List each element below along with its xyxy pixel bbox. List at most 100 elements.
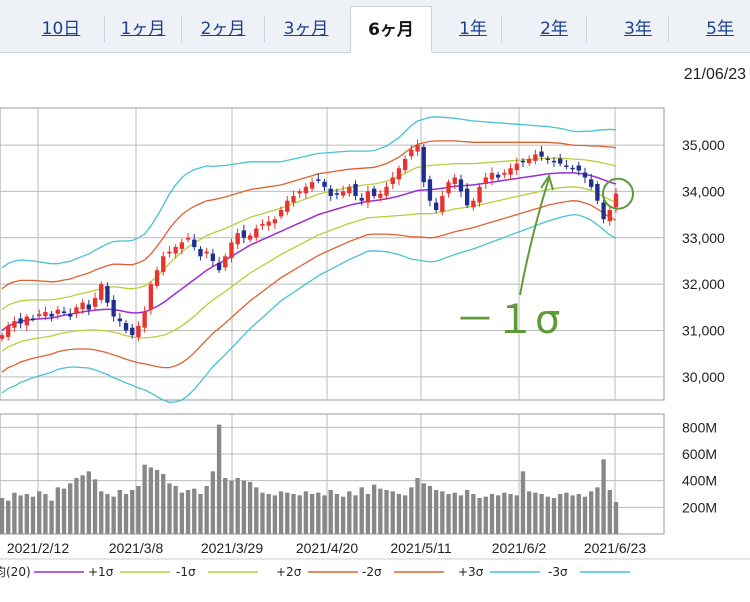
band-minus-1-sigma [1, 186, 617, 352]
volume-bar [216, 424, 222, 534]
volume-bar [142, 464, 147, 534]
volume-bar [508, 494, 513, 534]
candle-body [154, 270, 160, 286]
volume-bar [235, 478, 240, 534]
volume-bar [446, 494, 451, 534]
candle-body [297, 191, 302, 194]
volume-tick-label: 600M [682, 446, 717, 462]
volume-bar [185, 490, 191, 534]
volume-bar [260, 492, 265, 534]
candle-body [471, 200, 476, 208]
candle-body [489, 172, 495, 180]
candle-body [68, 313, 73, 317]
volume-bar [483, 496, 488, 534]
volume-bar [278, 491, 284, 534]
candle-body [241, 230, 247, 238]
candle-body [539, 151, 544, 157]
candle-body [61, 311, 67, 313]
volume-bar [167, 483, 172, 534]
volume-bar [6, 500, 11, 534]
volume-bar [378, 488, 383, 534]
volume-bar [402, 495, 408, 534]
tab-8[interactable]: 5年 [706, 19, 734, 39]
candle-body [210, 253, 216, 261]
tab-0[interactable]: 10日 [41, 19, 81, 39]
volume-bar [613, 502, 619, 534]
candle-body [378, 193, 383, 198]
candle-body [502, 172, 507, 175]
candle-body [384, 186, 389, 196]
volume-bar [464, 490, 470, 534]
volume-tick-label: 200M [682, 499, 717, 515]
candle-body [371, 188, 377, 197]
candle-body [49, 313, 54, 317]
candle-body [179, 242, 185, 249]
tab-separator [104, 16, 105, 42]
candle-body [111, 299, 116, 317]
candle-body [415, 145, 420, 152]
date-tick-label: 2021/6/2 [492, 540, 547, 556]
volume-bar [86, 471, 91, 534]
candle-body [458, 179, 464, 192]
volume-bar [130, 490, 135, 534]
volume-bars [0, 424, 619, 534]
tab-separator [264, 16, 265, 42]
candle-body [148, 284, 154, 310]
date-tick-label: 2021/6/23 [584, 540, 646, 556]
volume-bar [477, 498, 482, 534]
candle-body [316, 179, 321, 181]
tab-3[interactable]: 3ヶ月 [283, 19, 329, 39]
tab-4[interactable]: 6ヶ月 [350, 6, 432, 53]
arrowhead-icon [540, 173, 554, 191]
tab-1[interactable]: 1ヶ月 [120, 19, 166, 39]
volume-bar [111, 496, 116, 534]
volume-bar [123, 494, 129, 534]
candle-body [409, 149, 414, 157]
candle-body [433, 202, 439, 210]
tab-7[interactable]: 3年 [624, 19, 652, 39]
volume-bar [576, 494, 581, 534]
date-tick-label: 2021/4/20 [296, 540, 358, 556]
volume-bar [68, 483, 73, 534]
volume-bar [61, 488, 67, 534]
candle-body [328, 188, 333, 197]
volume-bar [347, 491, 352, 534]
volume-tick-label: 400M [682, 473, 717, 489]
annotation-arrow [519, 177, 550, 296]
candle-body [514, 163, 519, 171]
candle-body [303, 186, 309, 194]
axis-labels: 30,000 31,000 32,000 33,000 34,000 35,000 200M… [0, 137, 750, 560]
volume-bar [179, 492, 185, 534]
volume-bar [570, 495, 575, 534]
volume-bar [173, 486, 178, 534]
candle-body [185, 237, 191, 240]
candle-body [86, 304, 91, 310]
volume-bar [340, 496, 346, 534]
date-tick-label: 2021/3/29 [201, 540, 263, 556]
volume-tick-label: 800M [682, 419, 717, 435]
volume-bar [452, 492, 457, 534]
candle-body [570, 167, 575, 170]
volume-bar [43, 494, 48, 534]
tab-6[interactable]: 2年 [540, 19, 568, 39]
volume-bar [148, 467, 154, 534]
volume-bar [390, 491, 395, 534]
candle-body [105, 285, 110, 303]
volume-bar [24, 494, 29, 534]
candle-body [37, 314, 42, 317]
candle-body [92, 298, 98, 307]
candle-body [427, 179, 433, 201]
candle-body [508, 168, 513, 175]
candle-body [558, 158, 563, 164]
tab-2[interactable]: 2ヶ月 [200, 19, 246, 39]
volume-bar [514, 495, 519, 534]
candle-body [402, 158, 408, 171]
price-tick-label: 32,000 [682, 276, 725, 292]
legend-label: -1σ [176, 565, 196, 579]
tab-separator [668, 16, 669, 42]
tab-5[interactable]: 1年 [459, 19, 487, 39]
volume-bar [564, 492, 569, 534]
candle-body [254, 228, 259, 238]
band-plus-3-sigma [1, 116, 617, 269]
